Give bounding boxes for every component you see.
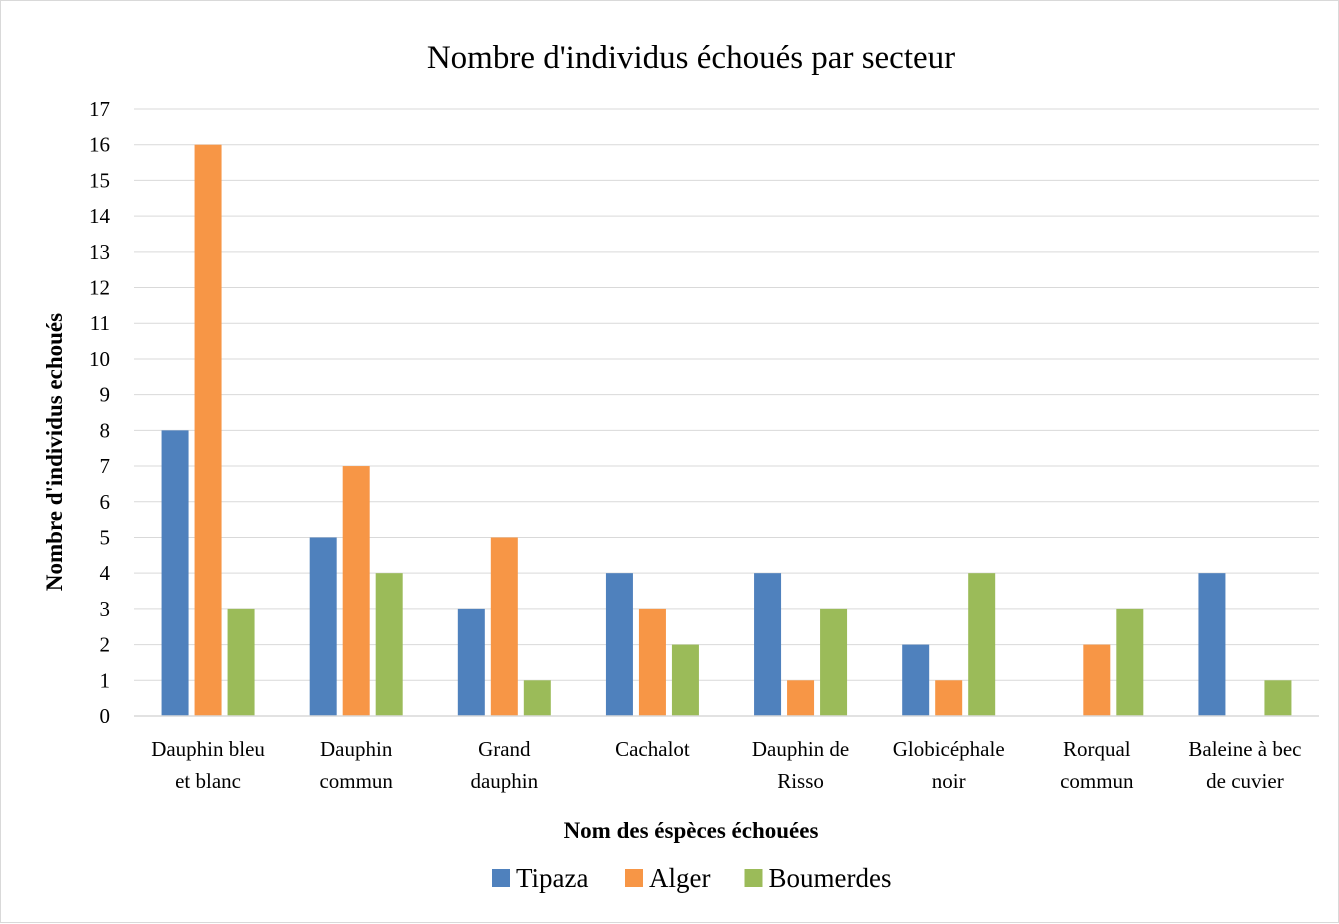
x-tick-label: Dauphin commun [319, 737, 393, 793]
legend: Tipaza Alger Boumerdes [492, 863, 891, 893]
x-tick-label: Globicéphale noir [893, 737, 1005, 793]
y-tick-label: 1 [100, 668, 111, 692]
y-tick-label: 3 [100, 597, 111, 621]
chart-title: Nombre d'individus échoués par secteur [427, 40, 955, 76]
bar-tipaza [902, 644, 930, 716]
bar-boumerdes [227, 608, 255, 716]
y-tick-label: 2 [100, 633, 111, 657]
bar-boumerdes [671, 644, 699, 716]
y-tick-label: 7 [100, 454, 111, 478]
x-tick-label: Rorqual commun [1060, 737, 1134, 793]
legend-swatch-tipaza [492, 869, 510, 887]
x-tick-label: Grand dauphin [470, 737, 538, 793]
bar-boumerdes [820, 608, 848, 716]
y-tick-label: 16 [89, 133, 110, 157]
bar-alger [1083, 644, 1111, 716]
y-tick-label: 13 [89, 240, 110, 264]
y-tick-label: 11 [90, 311, 110, 335]
y-tick-label: 12 [89, 276, 110, 300]
bar-alger [490, 537, 518, 716]
bar-boumerdes [968, 573, 996, 716]
legend-label-tipaza: Tipaza [516, 863, 589, 893]
y-axis-title: Nombre d'individus echoués [42, 313, 67, 591]
x-tick-label: Baleine à bec de cuvier [1188, 737, 1301, 793]
y-tick-label: 17 [89, 97, 110, 121]
y-tick-label: 9 [100, 383, 111, 407]
bar-tipaza [605, 573, 633, 716]
y-tick-label: 14 [89, 204, 111, 228]
legend-label-boumerdes: Boumerdes [769, 863, 892, 893]
bar-alger [342, 466, 370, 716]
bar-boumerdes [1264, 680, 1292, 716]
gridlines [134, 108, 1319, 681]
bars [161, 144, 1292, 717]
y-tick-label: 8 [100, 418, 111, 442]
bar-alger [935, 680, 963, 716]
y-tick-label: 5 [100, 525, 111, 549]
bar-tipaza [161, 430, 189, 716]
bar-tipaza [309, 537, 337, 716]
legend-label-alger: Alger [649, 863, 710, 893]
x-tick-label: Cachalot [615, 737, 690, 761]
x-tick-label: Dauphin de Risso [752, 737, 849, 793]
bar-tipaza [1198, 573, 1226, 716]
bar-alger [194, 144, 222, 717]
legend-swatch-alger [625, 869, 643, 887]
x-tick-label: Dauphin bleu et blanc [151, 737, 265, 793]
bar-boumerdes [1116, 608, 1144, 716]
x-axis-title: Nom des éspèces échouées [564, 818, 819, 843]
y-tick-label: 6 [100, 490, 111, 514]
bar-tipaza [457, 608, 485, 716]
bar-boumerdes [523, 680, 551, 716]
bar-alger [787, 680, 815, 716]
y-tick-label: 15 [89, 168, 110, 192]
y-tick-label: 0 [100, 704, 111, 728]
bar-boumerdes [375, 573, 403, 716]
y-tick-label: 4 [100, 561, 111, 585]
legend-swatch-boumerdes [744, 869, 763, 887]
y-tick-label: 10 [89, 347, 110, 371]
bar-tipaza [754, 573, 782, 716]
bar-alger [638, 608, 666, 716]
